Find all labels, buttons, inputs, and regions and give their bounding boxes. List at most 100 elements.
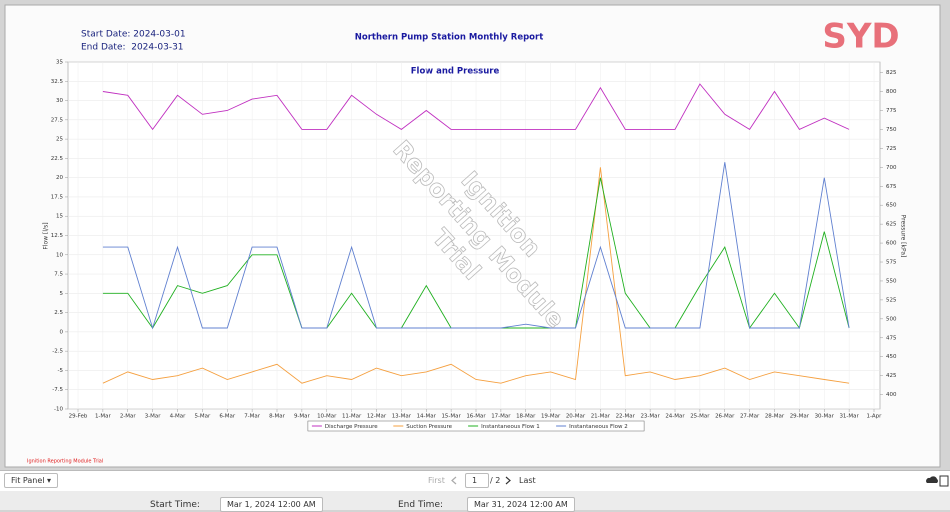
legend-label: Discharge Pressure (325, 424, 378, 430)
y-tick-label: 17.5 (51, 194, 64, 200)
zoom-label: Fit Panel (11, 476, 45, 485)
export-icons[interactable] (925, 475, 949, 487)
x-tick-label: 22-Mar (616, 414, 636, 420)
y-axis-label: Flow [l/s] (43, 222, 50, 249)
y-tick-label: 10 (56, 252, 63, 258)
x-tick-label: 16-Mar (466, 414, 486, 420)
x-tick-label: 30-Mar (815, 414, 835, 420)
start-label: Start Time: (150, 500, 200, 510)
x-tick-label: 29-Mar (790, 414, 810, 420)
x-tick-label: 27-Mar (740, 414, 760, 420)
y-tick-label: 22.5 (51, 156, 64, 162)
y2-tick-label: 725 (886, 146, 897, 152)
series-line (102, 83, 850, 131)
y-tick-label: 30 (56, 98, 63, 104)
y-tick-label: 12.5 (51, 233, 64, 239)
x-tick-label: 26-Mar (715, 414, 735, 420)
x-tick-label: 8-Mar (269, 414, 286, 420)
y2-tick-label: 650 (886, 203, 897, 209)
y2-tick-label: 675 (886, 184, 897, 190)
x-tick-label: 19-Mar (541, 414, 561, 420)
y-tick-label: 32.5 (51, 79, 64, 85)
y-tick-label: 0 (60, 329, 64, 335)
y2-tick-label: 775 (886, 108, 897, 114)
y-tick-label: -10 (54, 407, 63, 413)
x-tick-label: 14-Mar (417, 414, 437, 420)
x-tick-label: 12-Mar (367, 414, 387, 420)
legend: Discharge Pressure Suction Pressure Instan… (307, 420, 645, 432)
x-tick-label: 1-Apr (867, 414, 883, 420)
zoom-select[interactable]: Fit Panel ▾ (4, 473, 59, 488)
y-tick-label: 7.5 (54, 272, 63, 278)
end-label: End Time: (398, 500, 444, 510)
x-tick-label: 11-Mar (342, 414, 362, 420)
y2-tick-label: 550 (886, 278, 897, 284)
legend-label: Instantaneous Flow 2 (569, 424, 628, 430)
y-tick-label: 27.5 (51, 117, 64, 123)
y2-tick-label: 450 (886, 354, 897, 360)
x-tick-label: 2-Mar (120, 414, 137, 420)
y-tick-label: 15 (56, 214, 63, 220)
legend-label: Suction Pressure (406, 424, 452, 430)
y-tick-label: -7.5 (52, 387, 63, 393)
page-total: / 2 (490, 476, 501, 485)
x-tick-label: 6-Mar (219, 414, 236, 420)
first-button[interactable]: First (428, 476, 445, 485)
y-tick-label: 35 (56, 60, 63, 66)
x-tick-label: 28-Mar (765, 414, 785, 420)
report-page: Start Date: 2024-03-01 End Date: 2024-03… (4, 4, 941, 468)
y2-tick-label: 525 (886, 297, 897, 303)
x-tick-label: 1-Mar (95, 414, 112, 420)
y2-tick-label: 625 (886, 222, 897, 228)
y2-tick-label: 500 (886, 316, 897, 322)
x-tick-label: 15-Mar (441, 414, 461, 420)
x-tick-label: 4-Mar (170, 414, 187, 420)
y2-tick-label: 425 (886, 373, 897, 379)
toolbar: Fit Panel ▾ First 1 / 2 Last (0, 470, 950, 491)
series-line (102, 162, 850, 330)
x-tick-label: 17-Mar (491, 414, 511, 420)
x-tick-label: 18-Mar (516, 414, 536, 420)
y2-tick-label: 475 (886, 335, 897, 341)
next-icon[interactable] (505, 476, 511, 485)
y2-tick-label: 800 (886, 89, 897, 95)
x-tick-label: 20-Mar (566, 414, 586, 420)
prev-icon[interactable] (451, 476, 457, 485)
y2-tick-label: 400 (886, 392, 897, 398)
x-tick-label: 25-Mar (690, 414, 710, 420)
page-input[interactable]: 1 (465, 473, 489, 488)
y2-tick-label: 600 (886, 241, 897, 247)
y2-axis-label: Pressure [kPa] (900, 215, 907, 258)
x-tick-label: 23-Mar (640, 414, 660, 420)
x-tick-label: 31-Mar (839, 414, 859, 420)
last-button[interactable]: Last (519, 476, 536, 485)
legend-label: Instantaneous Flow 1 (481, 424, 540, 430)
y-tick-label: -2.5 (52, 349, 63, 355)
chart-title: Flow and Pressure (411, 67, 500, 77)
x-tick-label: 3-Mar (145, 414, 162, 420)
y-tick-label: 2.5 (54, 310, 63, 316)
y2-tick-label: 825 (886, 70, 897, 76)
x-tick-label: 29-Feb (69, 414, 88, 420)
report-title: Northern Pump Station Monthly Report (355, 33, 544, 43)
y-tick-label: 5 (60, 291, 64, 297)
parameters: Start Time: Mar 1, 2024 12:00 AM End Tim… (0, 491, 950, 512)
x-tick-label: 5-Mar (194, 414, 211, 420)
y-tick-label: -5 (58, 368, 64, 374)
y2-tick-label: 750 (886, 127, 897, 133)
start-date: Start Date: 2024-03-01 (81, 30, 186, 40)
x-tick-label: 13-Mar (392, 414, 412, 420)
x-tick-label: 21-Mar (591, 414, 611, 420)
y2-tick-label: 575 (886, 260, 897, 266)
marks: -10 -7.5 -5 -2.5 0 2.5 5 7.5 10 12.5 15 17.5 20 22.5 2… (51, 60, 897, 420)
x-tick-label: 9-Mar (294, 414, 311, 420)
y2-tick-label: 700 (886, 165, 897, 171)
y-tick-label: 20 (56, 175, 63, 181)
x-tick-label: 24-Mar (665, 414, 685, 420)
x-tick-label: 7-Mar (244, 414, 261, 420)
logo: SYD (822, 17, 899, 57)
series-line (102, 167, 850, 384)
footer-note: Ignition Reporting Module Trial (27, 459, 103, 465)
x-tick-label: 10-Mar (317, 414, 337, 420)
